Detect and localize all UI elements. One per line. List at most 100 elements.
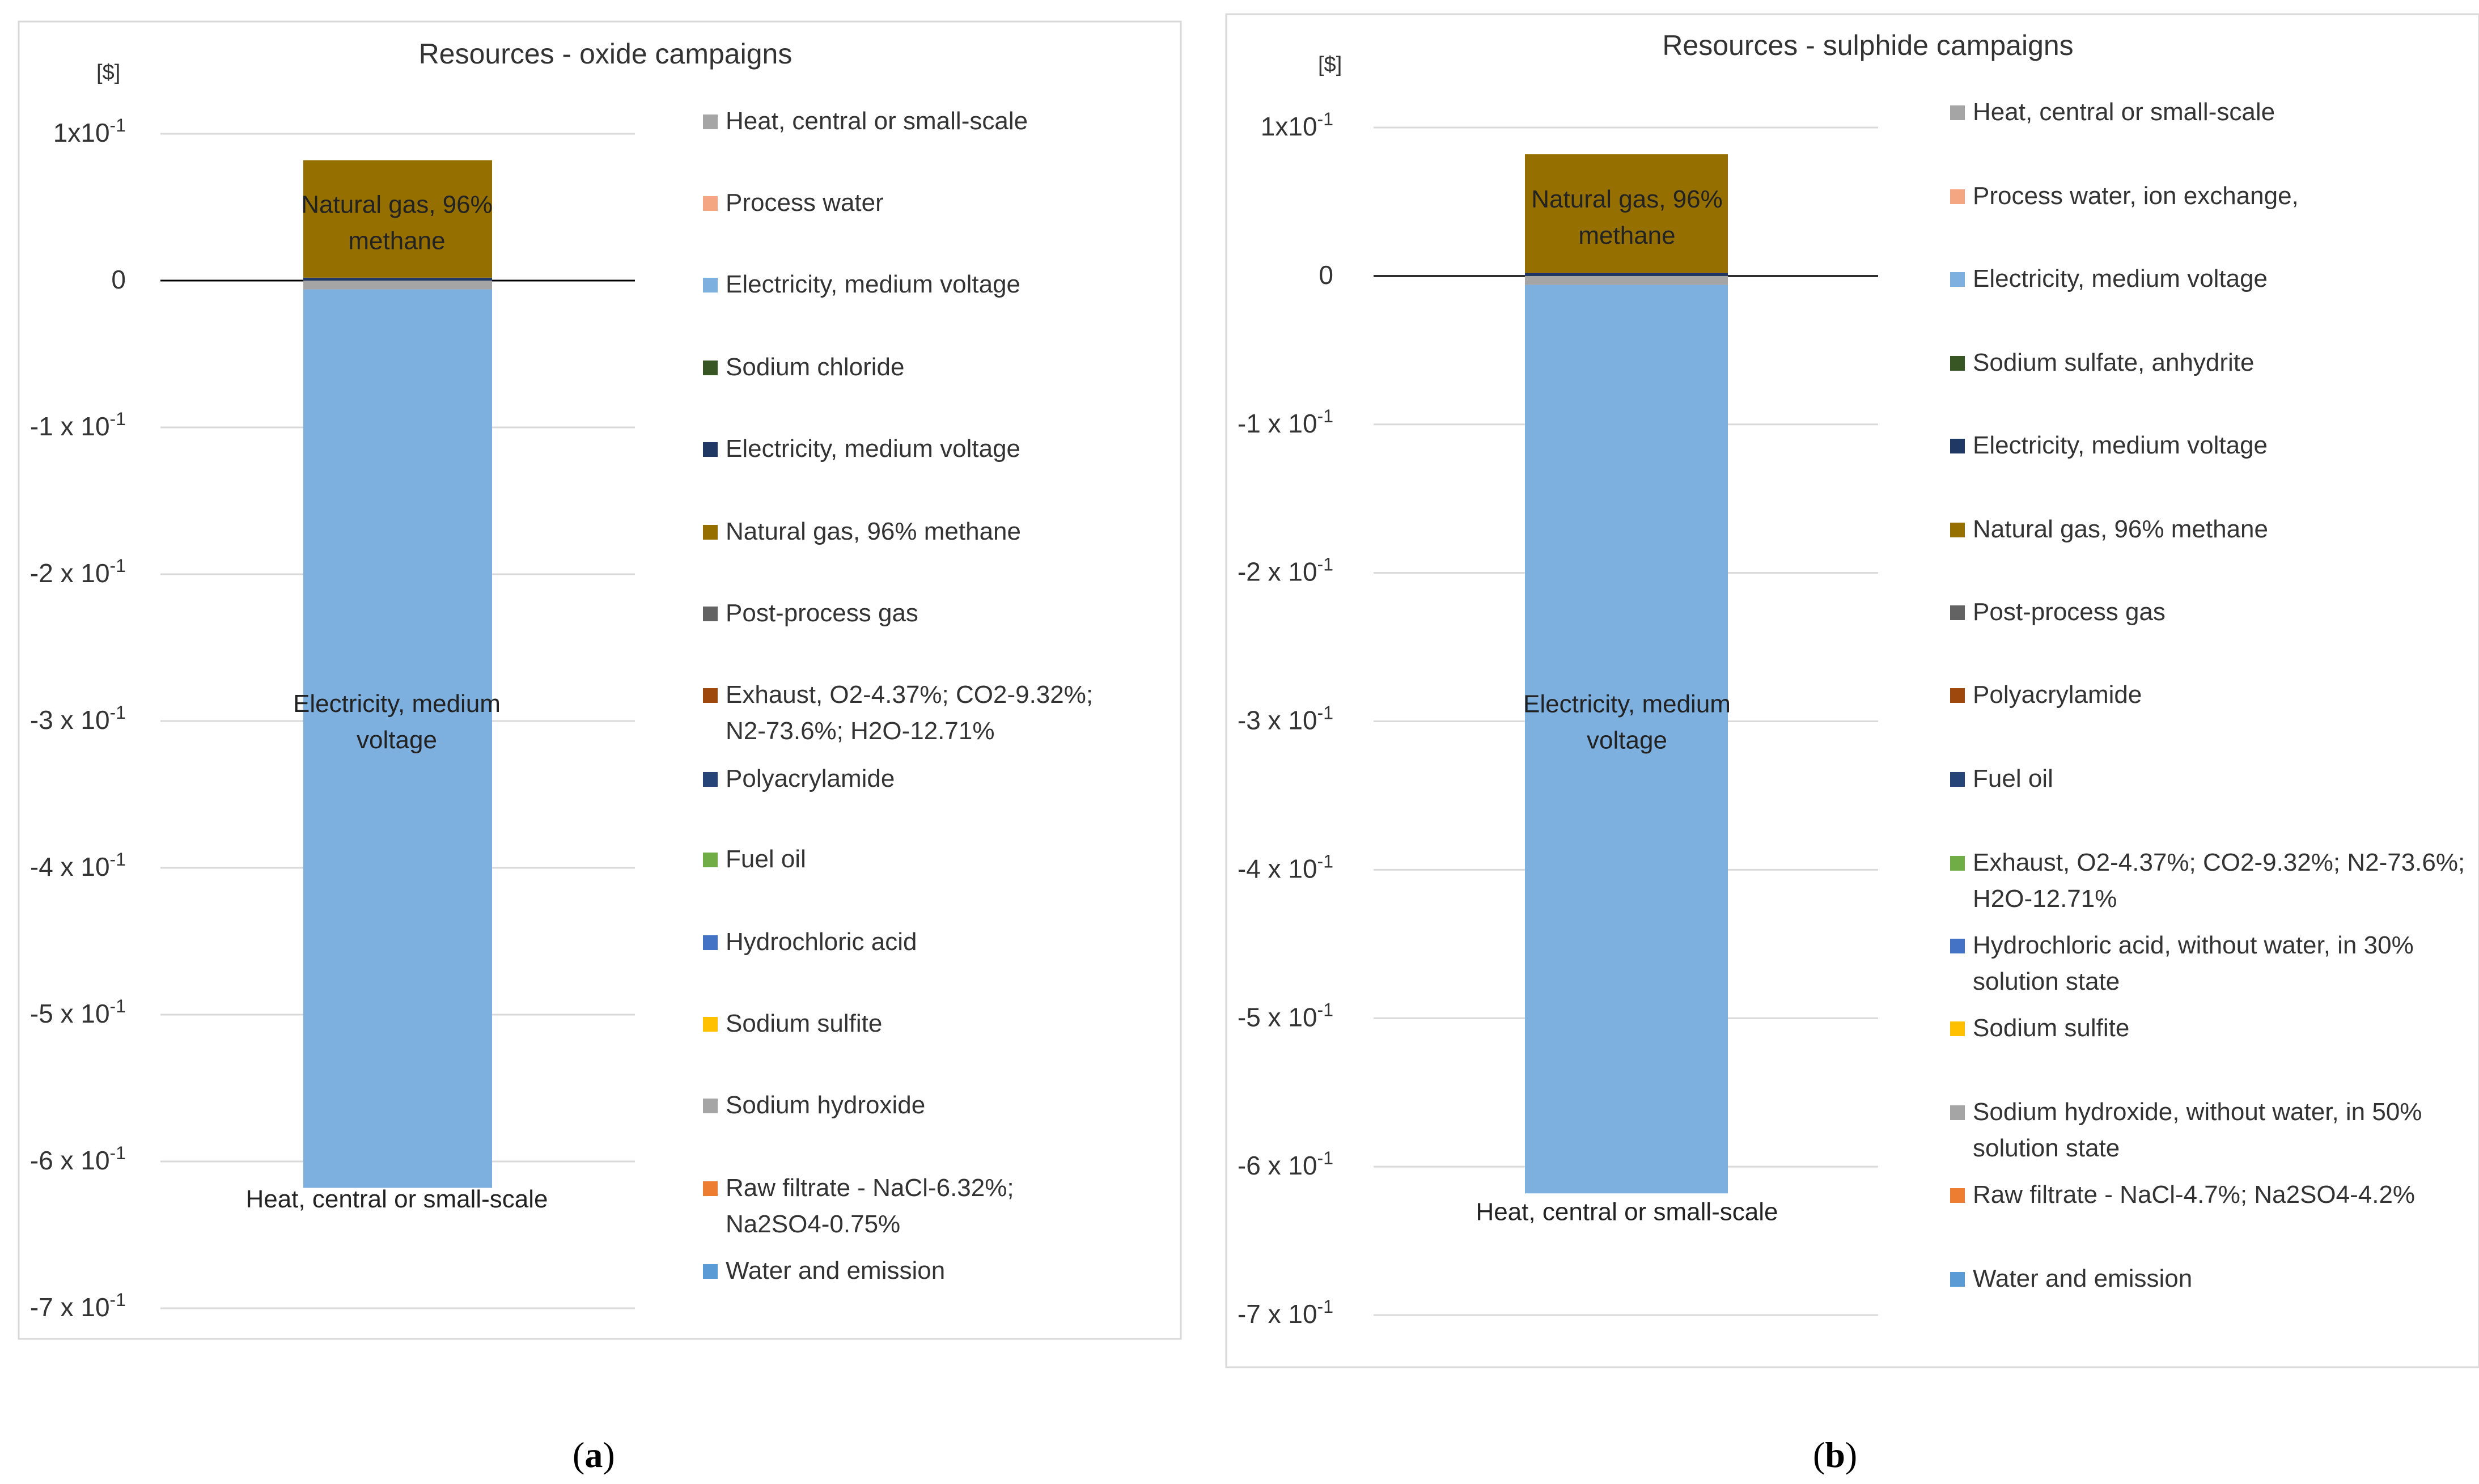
legend-entry: Fuel oil (726, 845, 806, 873)
legend-swatch (1950, 1021, 1965, 1036)
legend-swatch (1950, 356, 1965, 371)
chart-panel-sulphide: Resources - sulphide campaigns [$] 1x10-1 0… (1225, 13, 2479, 1368)
legend-swatch (1950, 856, 1965, 871)
legend-swatch (703, 442, 718, 457)
legend-swatch (1950, 1105, 1965, 1120)
legend-entry: Natural gas, 96% methane (726, 518, 1021, 545)
y-axis-unit-label: [$] (96, 61, 120, 84)
y-tick-label: -2 x 10-1 (1238, 554, 1333, 587)
legend-swatch (1950, 439, 1965, 453)
legend-swatch (703, 196, 718, 211)
legend-entry: Sodium sulfite (1973, 1014, 2129, 1042)
y-tick-label: 0 (111, 265, 126, 294)
y-tick-label: -4 x 10-1 (1238, 851, 1333, 883)
caption-a: (a) (573, 1435, 615, 1475)
bar-segment-0 (303, 281, 492, 290)
legend-swatch (703, 1264, 718, 1279)
legend-entry: Sodium hydroxide, without water, in 50% s… (1973, 1098, 2422, 1162)
legend-entry: Water and emission (1973, 1265, 2192, 1292)
legend-swatch (1950, 272, 1965, 287)
legend-entry: Electricity, medium voltage (1973, 431, 2268, 459)
legend-swatch (1950, 105, 1965, 120)
caption-b: (b) (1813, 1435, 1858, 1475)
bar-data-label: Natural gas, 96% methane (1531, 185, 1723, 249)
legend-entry: Heat, central or small-scale (1973, 98, 2275, 126)
legend-entry: Hydrochloric acid (726, 928, 917, 956)
legend-swatch (703, 772, 718, 787)
bar-segment-2 (303, 289, 492, 1188)
legend-swatch (703, 688, 718, 703)
bar-segment-5 (1525, 154, 1728, 273)
legend-swatch (703, 607, 718, 621)
legend-swatch (1950, 605, 1965, 620)
y-tick-label: 1x10-1 (53, 115, 126, 147)
y-tick-label: -7 x 10-1 (1238, 1296, 1333, 1329)
legend-entry: Exhaust, O2-4.37%; CO2-9.32%; N2-73.6%; H… (1973, 849, 2465, 913)
legend-swatch (1950, 939, 1965, 953)
y-tick-label: -6 x 10-1 (30, 1143, 126, 1175)
chart-title: Resources - sulphide campaigns (1662, 29, 2073, 61)
bar-data-label: Natural gas, 96% methane (301, 190, 493, 255)
legend-entry: Electricity, medium voltage (1973, 265, 2268, 292)
legend-entry: Sodium hydroxide (726, 1091, 925, 1119)
legend-entry: Raw filtrate - NaCl-6.32%; Na2SO4-0.75% (726, 1174, 1014, 1238)
bar-segment-4 (1525, 273, 1728, 276)
legend-swatch (1950, 189, 1965, 204)
legend-entry: Polyacrylamide (726, 765, 895, 792)
y-tick-label: -4 x 10-1 (30, 849, 126, 881)
legend-entry: Process water (726, 189, 884, 217)
legend-entry: Sodium chloride (726, 353, 905, 381)
y-axis-unit-label: [$] (1318, 53, 1342, 77)
legend-swatch (703, 115, 718, 129)
legend-entry: Sodium sulfate, anhydrite (1973, 349, 2255, 376)
legend-entry: Post-process gas (1973, 598, 2166, 626)
legend-entry: Natural gas, 96% methane (1973, 515, 2268, 543)
legend-swatch (703, 1099, 718, 1113)
legend-swatch (1950, 523, 1965, 537)
legend-swatch (1950, 1188, 1965, 1203)
legend-entry: Hydrochloric acid, without water, in 30%… (1973, 931, 2414, 995)
bar-segment-5 (303, 160, 492, 278)
legend-entry: Water and emission (726, 1257, 945, 1284)
y-tick-label: 1x10-1 (1261, 109, 1333, 141)
y-tick-label: -1 x 10-1 (1238, 406, 1333, 438)
y-tick-label: -5 x 10-1 (1238, 999, 1333, 1032)
legend-entry: Heat, central or small-scale (726, 107, 1028, 135)
y-tick-label: -7 x 10-1 (30, 1290, 126, 1322)
chart-border (1225, 13, 2479, 1368)
legend-entry: Process water, ion exchange, (1973, 182, 2299, 210)
legend-swatch (703, 1017, 718, 1032)
legend-entry: Sodium sulfite (726, 1010, 882, 1037)
legend-swatch (703, 525, 718, 540)
legend-swatch (703, 1181, 718, 1196)
legend-entry: Fuel oil (1973, 765, 2053, 792)
bar-segment-4 (303, 277, 492, 281)
bar-segment-0 (1525, 275, 1728, 285)
y-tick-label: -5 x 10-1 (30, 996, 126, 1028)
legend-entry: Exhaust, O2-4.37%; CO2-9.32%; N2-73.6%; H… (726, 681, 1093, 745)
legend-swatch (1950, 1272, 1965, 1287)
y-tick-label: -6 x 10-1 (1238, 1148, 1333, 1180)
y-tick-label: -3 x 10-1 (1238, 703, 1333, 735)
y-tick-label: -3 x 10-1 (30, 702, 126, 735)
legend-entry: Electricity, medium voltage (726, 270, 1020, 298)
legend-swatch (703, 935, 718, 950)
chart-title: Resources - oxide campaigns (419, 38, 793, 70)
legend-entry: Polyacrylamide (1973, 681, 2142, 709)
bar-data-label: Heat, central or small-scale (245, 1185, 548, 1213)
bar-data-label: Electricity, medium voltage (1523, 690, 1731, 754)
legend-swatch (703, 853, 718, 867)
chart-panel-oxide: Resources - oxide campaigns [$] 1x10-1 0 -1 … (18, 20, 1182, 1340)
bar-segment-2 (1525, 285, 1728, 1194)
y-tick-label: -1 x 10-1 (30, 409, 126, 441)
legend-swatch (1950, 772, 1965, 787)
y-tick-label: -2 x 10-1 (30, 556, 126, 588)
legend-swatch (703, 278, 718, 292)
bar-data-label: Heat, central or small-scale (1476, 1198, 1778, 1226)
bar-data-label: Electricity, medium voltage (293, 690, 501, 754)
chart-border (18, 20, 1182, 1340)
legend-entry: Electricity, medium voltage (726, 435, 1020, 463)
legend-swatch (703, 361, 718, 375)
legend-entry: Raw filtrate - NaCl-4.7%; Na2SO4-4.2% (1973, 1181, 2415, 1209)
